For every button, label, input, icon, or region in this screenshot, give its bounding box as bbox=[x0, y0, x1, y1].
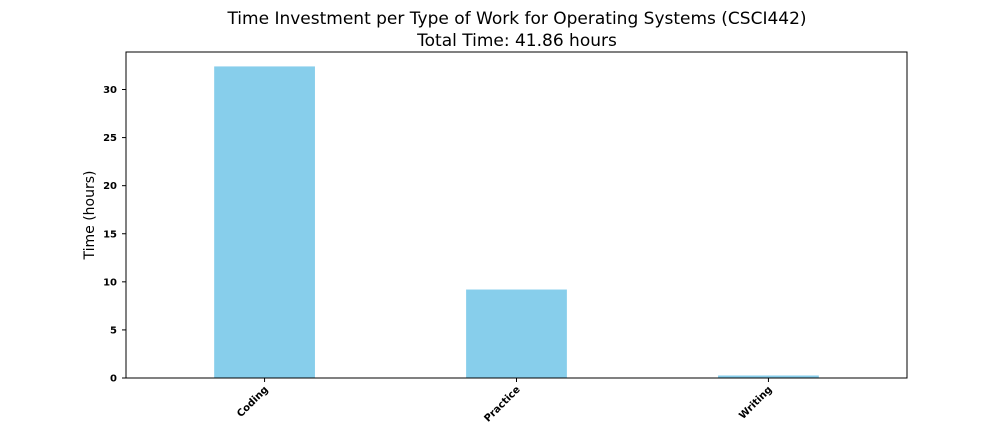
chart-subtitle: Total Time: 41.86 hours bbox=[416, 31, 617, 51]
y-tick-label: 10 bbox=[103, 277, 117, 288]
y-axis-label: Time (hours) bbox=[82, 171, 98, 261]
y-tick-label: 5 bbox=[110, 325, 117, 336]
bar-practice bbox=[466, 289, 567, 378]
bar-coding bbox=[214, 66, 315, 379]
y-tick-label: 25 bbox=[103, 133, 117, 144]
x-tick-label: Coding bbox=[235, 384, 270, 419]
y-tick-label: 20 bbox=[103, 181, 117, 192]
y-tick-label: 15 bbox=[103, 229, 117, 240]
chart-title: Time Investment per Type of Work for Ope… bbox=[226, 9, 806, 29]
x-tick-label: Writing bbox=[737, 384, 774, 421]
y-tick-label: 30 bbox=[103, 85, 117, 96]
bar-writing bbox=[718, 375, 819, 378]
x-tick-label: Practice bbox=[482, 384, 522, 424]
y-tick-label: 0 bbox=[110, 374, 117, 385]
plot-area-frame bbox=[125, 51, 908, 379]
ticks-layer: Coding Practice Writing 0 5 10 15 20 25 30 bbox=[103, 85, 774, 425]
bars-layer bbox=[214, 66, 819, 379]
